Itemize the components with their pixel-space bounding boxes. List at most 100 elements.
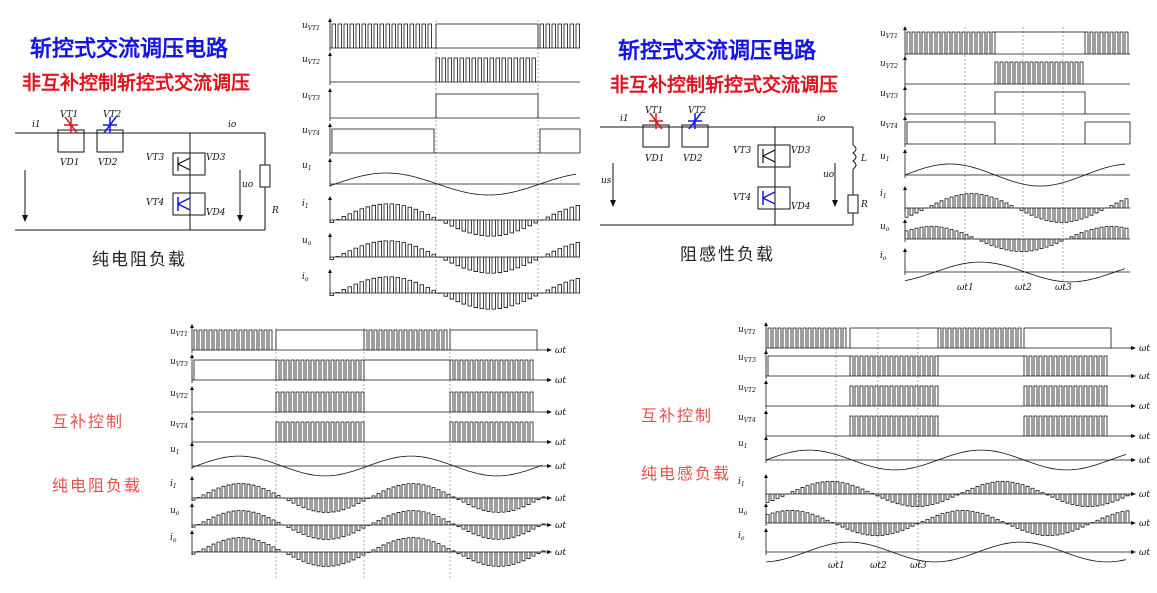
arrow-up-icon — [328, 18, 332, 22]
label-vd1: VD1 — [60, 158, 79, 168]
waveform-trace — [904, 261, 1126, 283]
waveform-label: i1 — [302, 199, 309, 210]
time-mark-label: ωt1 — [828, 561, 845, 571]
arrow-right-icon — [1131, 404, 1136, 408]
arrow-up-icon — [328, 52, 332, 56]
arrow-up-icon — [903, 26, 907, 30]
waveform-label: i1 — [880, 189, 887, 200]
waveform-trace — [767, 355, 1108, 376]
waveform-trace — [849, 415, 1108, 436]
label-vt3: VT3 — [146, 153, 165, 163]
waveform-label: uVT4 — [170, 419, 188, 430]
bottom-left-waveforms: ωt uVT1 ωt uVT3 ωt uVT2 ωt uVT4 ωt u1 ωt i1 ωt uo ωt io — [170, 324, 566, 580]
label-vd4: VD4 — [791, 202, 811, 212]
arrow-up-icon — [190, 416, 194, 420]
label-vt1: VT1 — [645, 106, 663, 116]
axis-label-omega-t: ωt — [1139, 548, 1150, 558]
waveform-trace — [765, 481, 1130, 507]
waveform-label: uVT3 — [302, 91, 320, 102]
label-r: R — [271, 206, 279, 216]
label-us: us — [601, 176, 612, 186]
waveform-trace — [906, 121, 1131, 144]
waveform-trace — [329, 172, 577, 196]
waveform-label: uVT3 — [880, 89, 898, 100]
arrow-up-icon — [190, 530, 194, 534]
axis-label-omega-t: ωt — [1139, 456, 1150, 466]
label-vt2: VT2 — [103, 110, 122, 120]
axis-label-omega-t: ωt — [555, 494, 566, 504]
axis-label-omega-t: ωt — [555, 548, 566, 558]
arrow-up-icon — [190, 503, 194, 507]
waveform-trace — [994, 61, 1084, 84]
arrow-up-icon — [764, 436, 768, 440]
bottom-right-note-control: 互补控制 — [641, 406, 714, 425]
waveform-label: uo — [738, 506, 748, 517]
waveform-trace — [331, 23, 580, 48]
waveform-trace — [904, 163, 1126, 187]
waveform-label: uVT2 — [170, 389, 188, 400]
arrow-up-icon — [764, 380, 768, 384]
axis-label-omega-t: ωt — [1139, 432, 1150, 442]
arrow-up-icon — [903, 86, 907, 90]
waveform-label: uVT3 — [170, 357, 188, 368]
axis-label-omega-t: ωt — [555, 438, 566, 448]
label-i1: i1 — [32, 120, 41, 130]
waveform-trace — [906, 31, 1129, 54]
waveform-label: uVT2 — [302, 55, 320, 66]
top-left-waveforms: uVT1 uVT2 uVT3 uVT4 u1 i1 uo io — [302, 18, 581, 310]
waveform-label: uVT2 — [880, 59, 898, 70]
waveform-label: uVT4 — [880, 119, 898, 130]
arrow-up-icon — [328, 233, 332, 237]
label-vd3: VD3 — [206, 153, 226, 163]
arrow-up-icon — [903, 56, 907, 60]
arrow-up-icon — [190, 324, 194, 328]
arrow-right-icon — [1131, 550, 1136, 554]
label-vt1: VT1 — [60, 110, 78, 120]
arrow-right-icon — [1131, 521, 1136, 525]
axis-label-omega-t: ωt — [1139, 372, 1150, 382]
waveform-trace — [994, 91, 1086, 114]
arrow-right-icon — [547, 378, 552, 382]
arrow-up-icon — [903, 186, 907, 190]
arrow-up-icon — [764, 503, 768, 507]
label-vt4: VT4 — [146, 198, 165, 208]
label-io: io — [228, 120, 237, 130]
arrow-right-icon — [1131, 458, 1136, 462]
waveform-trace — [275, 391, 534, 412]
arrow-right-icon — [1131, 434, 1136, 438]
time-mark-label: ωt2 — [1015, 283, 1032, 293]
waveform-trace — [765, 510, 1130, 536]
waveform-trace — [765, 541, 1127, 563]
waveform-trace — [904, 226, 1129, 252]
waveform-trace — [331, 128, 581, 153]
axis-label-omega-t: ωt — [555, 346, 566, 356]
waveform-label: io — [880, 251, 887, 262]
top-right-waveforms: uVT1 uVT2 uVT3 uVT4 u1 i1 uo io ωt1 ωt2 ωt3 — [880, 26, 1131, 293]
label-vd1: VD1 — [645, 154, 664, 164]
arrow-right-icon — [547, 464, 552, 468]
arrow-up-icon — [328, 158, 332, 162]
axis-label-omega-t: ωt — [1139, 344, 1150, 354]
waveform-label: uVT1 — [302, 21, 320, 32]
arrow-up-icon — [328, 88, 332, 92]
top-left-caption: 纯电阻负载 — [92, 250, 187, 270]
waveform-label: uVT1 — [880, 29, 898, 40]
waveform-label: io — [738, 531, 745, 542]
waveform-trace — [767, 327, 1112, 348]
top-right-circuit: VT1 VT2 VD1 VD2 VT3 VD3 VT4 VD4 i1 io us… — [600, 106, 868, 226]
label-vd3: VD3 — [791, 146, 811, 156]
label-io: io — [817, 114, 826, 124]
label-vt4: VT4 — [733, 193, 752, 203]
arrow-up-icon — [903, 248, 907, 252]
waveform-trace — [193, 359, 534, 380]
time-mark-label: ωt2 — [870, 561, 887, 571]
waveform-trace — [193, 329, 538, 350]
waveform-trace — [765, 449, 1127, 471]
waveform-label: uVT4 — [302, 126, 320, 137]
bottom-left-note-load: 纯电阻负载 — [52, 476, 143, 495]
waveform-label: io — [170, 533, 177, 544]
label-vd2: VD2 — [683, 154, 703, 164]
top-right-caption: 阻感性负载 — [680, 245, 775, 265]
label-i1: i1 — [620, 114, 629, 124]
arrow-right-icon — [547, 550, 552, 554]
